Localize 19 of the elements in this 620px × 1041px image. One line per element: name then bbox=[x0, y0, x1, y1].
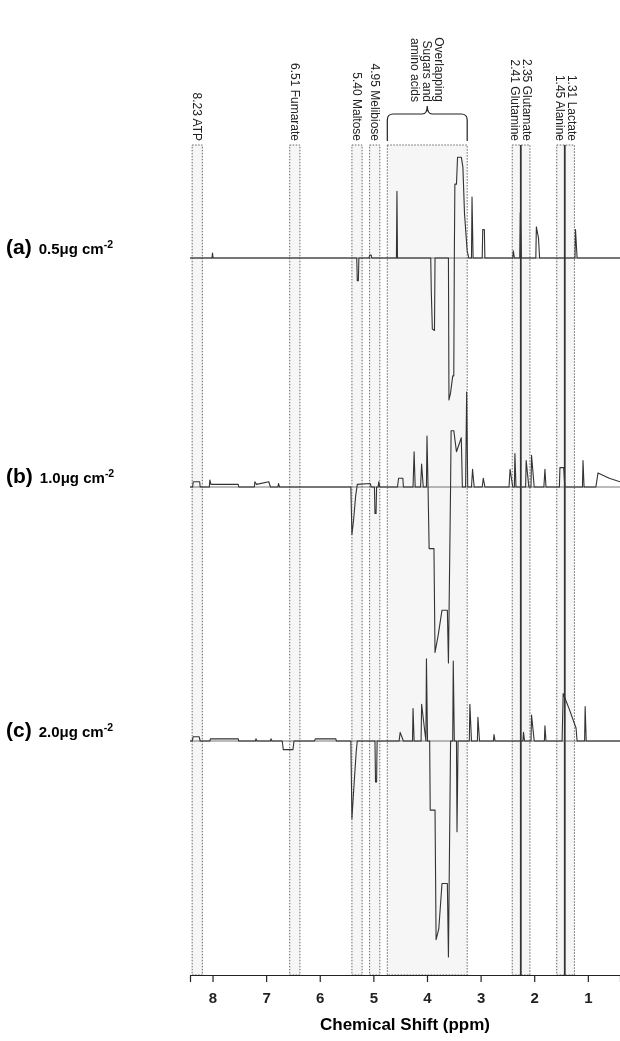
text: (a) 0.5μg cm$^{-2}$ bbox=[6, 235, 114, 258]
x-tick-label: 6 bbox=[316, 989, 325, 1006]
x-tick-label: 2 bbox=[530, 989, 539, 1006]
text: (c) 2.0μg cm$^{-2}$ bbox=[6, 718, 114, 741]
x-tick-label: 7 bbox=[262, 989, 271, 1006]
band-label: 6.51 Fumarate bbox=[287, 62, 302, 142]
text: (b) 1.0μg cm$^{-2}$ bbox=[6, 464, 115, 487]
band-label: 2.35 Glutamate 2.41 Glutamine bbox=[508, 58, 535, 142]
x-tick-label: 1 bbox=[584, 989, 593, 1006]
x-tick-label: 8 bbox=[208, 989, 218, 1006]
x-tick-label: 3 bbox=[476, 989, 486, 1006]
x-axis-title: Chemical Shift (ppm) bbox=[319, 1015, 491, 1034]
band-label: 8.23 ATP bbox=[190, 92, 205, 141]
band-label: 4.95 Melibiose bbox=[367, 63, 382, 142]
band-label: 1.31 Lactate 1.45 Alanine bbox=[552, 74, 579, 142]
text: Overlapping Sugars and amino acids bbox=[408, 37, 447, 102]
x-tick-label: 5 bbox=[369, 989, 379, 1006]
x-tick-label: 4 bbox=[423, 989, 433, 1006]
band-label: 5.40 Maltose bbox=[350, 72, 365, 142]
